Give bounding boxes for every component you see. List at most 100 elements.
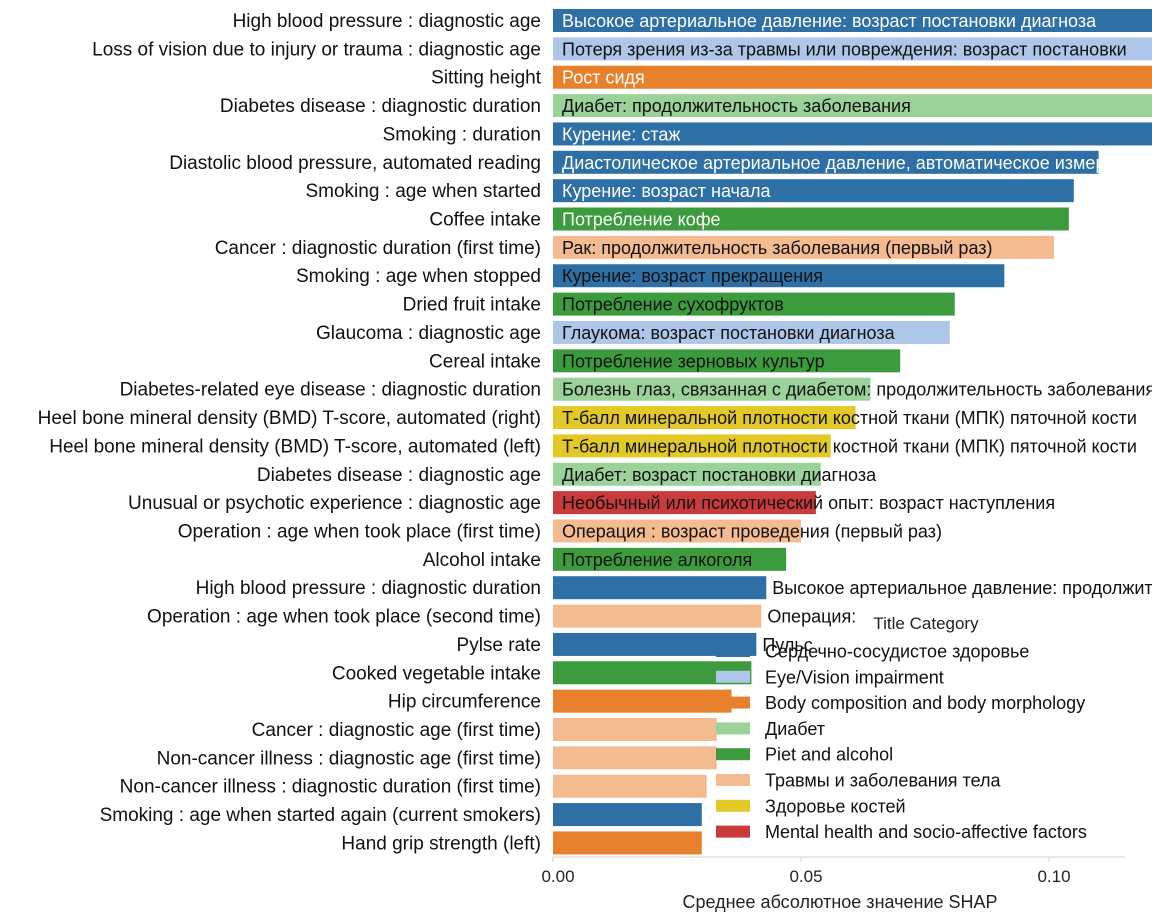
y-tick-label: Cereal intake — [429, 351, 541, 372]
bar-annotation: Операция : возраст проведения (первый ра… — [562, 521, 942, 541]
bar — [553, 718, 717, 741]
legend-label: Mental health and socio-affective factor… — [765, 822, 1087, 842]
legend-swatch — [716, 774, 750, 786]
bar — [553, 661, 752, 685]
y-tick-label: Glaucoma : diagnostic age — [316, 323, 541, 344]
bar-annotation: Пульс — [762, 635, 812, 655]
bar — [553, 689, 732, 713]
bar — [553, 65, 1152, 89]
bar — [553, 746, 717, 770]
y-tick-label: Alcohol intake — [423, 550, 541, 571]
x-axis-label: Среднее абсолютное значение SHAP — [682, 892, 997, 912]
legend-swatch — [716, 670, 750, 683]
bar — [553, 264, 1005, 288]
legend-label: Диабет — [765, 719, 825, 739]
bar-annotation: Рак: продолжительность заболевания (перв… — [562, 238, 993, 258]
y-axis-labels: High blood pressure : diagnostic age Loss… — [38, 11, 542, 854]
bar — [553, 9, 1152, 32]
x-tick-label: 0.05 — [789, 867, 822, 886]
legend-swatch — [716, 825, 750, 838]
y-tick-label: High blood pressure : diagnostic duratio… — [196, 578, 541, 599]
legend-label: Травмы и заболевания тела — [765, 771, 1002, 791]
bar-annotation: Высокое артериальное давление: продолжит… — [772, 578, 1152, 598]
bar-annotation: Диабет: продолжительность заболевания — [562, 96, 911, 116]
bar-annotation: Курение: возраст начала — [562, 181, 771, 201]
legend-swatch — [716, 799, 750, 812]
bar — [553, 349, 901, 373]
x-axis-ticks: 0.000.050.100.150.20 — [541, 857, 1071, 886]
bar-annotation: Потеря зрения из-за травмы или поврежден… — [562, 39, 1127, 59]
bar — [553, 774, 707, 798]
bar — [553, 406, 856, 430]
y-tick-label: Hip circumference — [388, 692, 541, 713]
legend-label: Сердечно-сосудистое здоровье — [765, 642, 1029, 662]
legend-label: Body composition and body morphology — [765, 693, 1085, 713]
bar-annotation: Диабет: возраст постановки диагноза — [562, 465, 877, 485]
bar-annotation: Потребление кофе — [562, 210, 721, 230]
y-tick-label: Diabetes disease : diagnostic duration — [220, 96, 541, 117]
bar — [553, 377, 871, 401]
y-tick-label: Hand grip strength (left) — [341, 833, 541, 854]
y-tick-label: Diastolic blood pressure, automated read… — [169, 153, 541, 174]
bar-annotation: Диастолическое артериальное давление, ав… — [562, 153, 1145, 173]
bar-annotation: Курение: возраст прекращения — [562, 266, 823, 286]
y-tick-label: Dried fruit intake — [403, 295, 541, 316]
bar — [553, 831, 702, 855]
bar-annotations: Высокое артериальное давление: возраст п… — [562, 11, 1152, 655]
bar-annotation: Глаукома: возраст постановки диагноза — [562, 323, 896, 343]
bar — [553, 547, 787, 571]
bar — [553, 803, 702, 827]
bar — [553, 94, 1152, 118]
bar-annotation: Потребление зерновых культур — [562, 351, 825, 371]
legend-swatch — [716, 696, 750, 709]
bar-annotation: Необычный или психотический опыт: возрас… — [562, 493, 1055, 513]
y-tick-label: Unusual or psychotic experience : diagno… — [128, 493, 541, 514]
y-tick-label: Non-cancer illness : diagnostic age (fir… — [157, 748, 541, 769]
bar-annotation: Потребление алкоголя — [562, 550, 752, 570]
y-tick-label: Operation : age when took place (second … — [147, 607, 541, 628]
bar — [553, 179, 1074, 203]
y-tick-label: Smoking : age when stopped — [296, 266, 541, 287]
y-tick-label: Operation : age when took place (first t… — [178, 521, 541, 542]
bar — [553, 632, 757, 656]
y-tick-label: Diabetes disease : diagnostic age — [257, 465, 541, 486]
bar — [553, 519, 801, 543]
x-tick-label: 0.00 — [541, 867, 574, 886]
y-tick-label: Diabetes-related eye disease : diagnosti… — [120, 380, 541, 401]
bar — [553, 320, 950, 344]
bar-annotation: Т-балл минеральной плотности костной тка… — [562, 436, 1137, 456]
legend-title: Title Category — [873, 614, 979, 633]
legend-swatch — [716, 748, 750, 761]
bar — [553, 491, 816, 515]
legend-label: Piet and alcohol — [765, 745, 893, 765]
y-tick-label: Sitting height — [431, 68, 542, 89]
legend-label: Здоровье костей — [765, 796, 906, 816]
bar-annotation: Курение: стаж — [562, 124, 680, 144]
bar — [553, 37, 1152, 61]
bar — [553, 462, 821, 486]
y-tick-label: Heel bone mineral density (BMD) T-score,… — [49, 436, 541, 457]
legend-label: Eye/Vision impairment — [765, 667, 944, 687]
y-tick-label: High blood pressure : diagnostic age — [233, 11, 541, 32]
bar-annotation: Рост сидя — [562, 68, 645, 88]
legend-items: Сердечно-сосудистое здоровье Eye/Vision i… — [716, 642, 1087, 842]
y-tick-label: Pylse rate — [457, 635, 541, 656]
bar — [553, 150, 1099, 174]
bar-annotation: Высокое артериальное давление: возраст п… — [562, 11, 1097, 31]
bar — [553, 122, 1152, 146]
bar-annotation: Операция: — [767, 607, 856, 627]
y-tick-label: Cancer : diagnostic duration (first time… — [215, 238, 541, 259]
bar — [553, 434, 831, 458]
y-tick-label: Cancer : diagnostic age (first time) — [252, 720, 541, 741]
bar-annotation: Болезнь глаз, связанная с диабетом: прод… — [562, 380, 1152, 400]
legend-swatch — [716, 645, 750, 657]
y-tick-label: Cooked vegetable intake — [332, 663, 541, 684]
bar — [553, 207, 1069, 231]
y-tick-label: Heel bone mineral density (BMD) T-score,… — [38, 408, 541, 429]
bar — [553, 604, 762, 628]
x-tick-label: 0.10 — [1037, 867, 1070, 886]
y-tick-label: Non-cancer illness : diagnostic duration… — [120, 777, 541, 798]
bar — [553, 292, 955, 316]
y-tick-label: Smoking : age when started — [305, 181, 541, 202]
